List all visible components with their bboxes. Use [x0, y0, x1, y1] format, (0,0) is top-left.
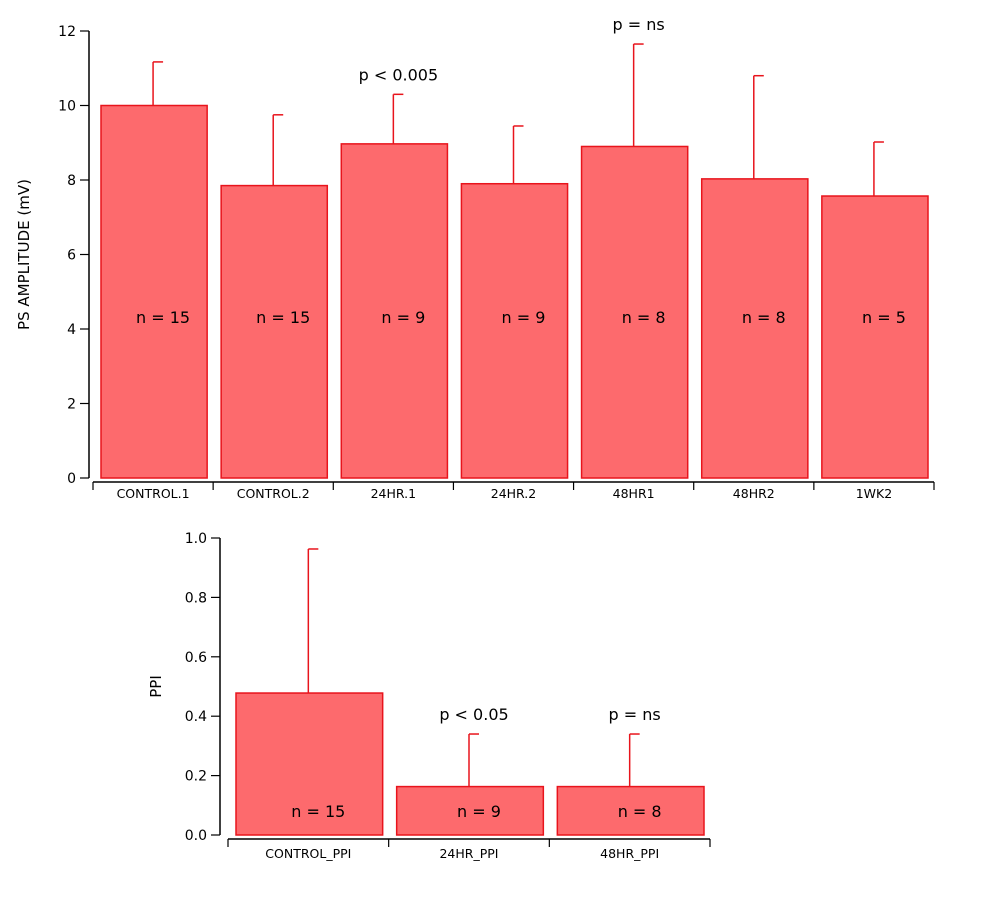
bar-48hr1	[580, 145, 689, 479]
y-tick-label: 4	[67, 322, 76, 338]
significance-annotation: p = ns	[609, 705, 661, 724]
y-tick-label: 0.2	[185, 769, 207, 785]
y-tick-label: 0.0	[185, 828, 207, 844]
bar-n-label: n = 9	[457, 802, 501, 821]
y-tick-label: 2	[67, 397, 76, 413]
bar-n-label: n = 15	[256, 308, 310, 327]
significance-annotation: p < 0.05	[439, 705, 508, 724]
bar-24hr-ppi	[395, 785, 545, 836]
y-tick-label: 10	[58, 99, 76, 115]
x-tick-label: 24HR.1	[371, 486, 416, 501]
bar-n-label: n = 8	[622, 308, 666, 327]
bar-48hr-ppi	[556, 785, 705, 836]
bar-n-label: n = 9	[502, 308, 546, 327]
y-tick-label: 12	[58, 24, 76, 40]
significance-annotation: p = ns	[613, 15, 665, 34]
bar-24hr-1	[340, 143, 449, 479]
y-axis-label: PS AMPLITUDE (mV)	[15, 179, 33, 330]
bar-n-label: n = 9	[381, 308, 425, 327]
bar-1wk2	[821, 195, 929, 479]
x-tick-label: 48HR2	[733, 486, 775, 501]
x-tick-label: CONTROL_PPI	[265, 846, 351, 861]
x-tick-label: 48HR_PPI	[600, 846, 659, 861]
y-tick-label: 6	[67, 248, 76, 264]
y-tick-label: 0	[67, 471, 76, 487]
y-axis-label: PPI	[147, 675, 165, 698]
y-tick-label: 0.6	[185, 650, 207, 666]
bar-n-label: n = 15	[291, 802, 345, 821]
bar-control-2	[220, 184, 329, 479]
bar-chart-1: 0 2 4 6 8 10 12 PS AMPLITUDE (mV) n = 15 CONTROL.…	[15, 15, 935, 501]
x-tick-label: CONTROL.2	[237, 486, 310, 501]
bar-n-label: n = 8	[618, 802, 662, 821]
bar-24hr-2	[460, 182, 569, 479]
x-tick-label: 24HR.2	[491, 486, 536, 501]
bar-control-ppi	[235, 692, 384, 836]
x-tick-label: 48HR1	[613, 486, 655, 501]
bar-chart-2: 0.0 0.2 0.4 0.6 0.8 1.0 PPI n = 15 CONTROL_PPI n …	[147, 531, 711, 861]
bar-n-label: n = 8	[742, 308, 786, 327]
bar-control-1	[100, 104, 208, 479]
y-tick-label: 0.4	[185, 709, 207, 725]
x-tick-label: CONTROL.1	[117, 486, 190, 501]
bar-n-label: n = 15	[136, 308, 190, 327]
x-tick-label: 1WK2	[856, 486, 892, 501]
bar-n-label: n = 5	[862, 308, 906, 327]
y-tick-label: 1.0	[185, 531, 207, 547]
x-tick-label: 24HR_PPI	[439, 846, 498, 861]
y-tick-label: 0.8	[185, 590, 207, 606]
significance-annotation: p < 0.005	[359, 65, 439, 84]
bar-48hr2	[700, 178, 809, 479]
y-tick-label: 8	[67, 173, 76, 189]
